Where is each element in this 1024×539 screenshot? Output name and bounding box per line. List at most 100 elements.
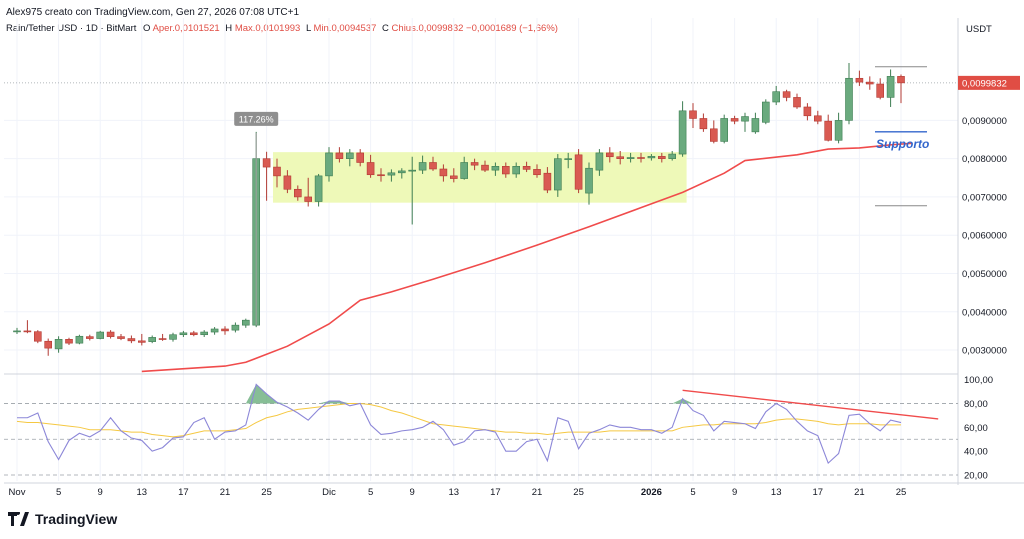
candle-body	[803, 106, 812, 117]
candle-body	[699, 118, 708, 130]
candle-body	[65, 339, 73, 344]
candle-body	[585, 167, 593, 194]
time-tick-label: 25	[573, 487, 584, 498]
tradingview-logo: TradingView	[8, 511, 117, 527]
open-label: O	[143, 23, 151, 34]
candle-body	[855, 77, 864, 83]
candle-body	[158, 338, 167, 340]
candle-body	[449, 175, 458, 179]
time-tick-label: 13	[449, 487, 460, 498]
candle-body	[148, 337, 156, 342]
candle-body	[210, 328, 219, 333]
candle-body	[273, 166, 281, 177]
time-tick-label: 21	[854, 487, 865, 498]
candle-body	[886, 76, 895, 98]
candle-body	[668, 153, 677, 159]
candle-body	[574, 154, 583, 190]
candle-body	[865, 81, 874, 85]
candle-body	[793, 97, 801, 108]
tradingview-logo-icon	[8, 512, 29, 526]
candle-body	[221, 328, 229, 332]
candle-body	[689, 110, 697, 119]
price-tick-label: 0,0040000	[962, 307, 1007, 318]
open-value: Aper.0,0101521	[152, 23, 220, 34]
candle-body	[106, 331, 115, 337]
candle-body	[512, 166, 521, 175]
change-value: −0,0001689 (−1,66%)	[466, 23, 558, 34]
time-tick-label: 13	[137, 487, 148, 498]
candle-body	[543, 172, 552, 191]
rsi-line	[17, 383, 902, 465]
candle-body	[190, 332, 198, 336]
last-price-label: 0,0099832	[962, 78, 1007, 89]
high-value: Max.0,0101993	[234, 23, 301, 34]
candle-body	[595, 152, 604, 171]
candle-body	[637, 157, 645, 159]
rsi-tick-label: 80,00	[964, 399, 988, 410]
candle-body	[408, 169, 417, 172]
symbol-ohlc-line: Rain/Tether USD · 1D · BitMart O Aper.0,…	[6, 23, 558, 34]
time-tick-label: 5	[56, 487, 61, 498]
candle-body	[169, 334, 177, 340]
candle-body	[179, 332, 188, 336]
support-label: Supporto	[876, 137, 929, 151]
candle-body	[138, 340, 146, 343]
candle-body	[616, 156, 625, 159]
low-label: L	[305, 23, 311, 34]
moving-average-line	[141, 142, 912, 373]
rsi-divergence-line	[682, 389, 939, 420]
candle-body	[564, 158, 573, 160]
price-tick-label: 0,0060000	[962, 231, 1007, 242]
candle-body	[96, 331, 104, 339]
time-tick-label: 9	[98, 487, 103, 498]
rsi-tick-label: 40,00	[964, 447, 988, 458]
candle-body	[13, 330, 21, 333]
candle-body	[23, 330, 32, 333]
time-tick-label: 9	[410, 487, 415, 498]
close-value: Chius.0,0099832	[391, 23, 464, 34]
rsi-tick-label: 20,00	[964, 471, 988, 482]
candle-body	[730, 118, 739, 122]
candle-body	[481, 164, 489, 171]
high-label: H	[225, 23, 233, 34]
candle-body	[761, 101, 770, 123]
time-tick-label: Nov	[9, 487, 26, 498]
candle-body	[33, 331, 42, 342]
time-tick-label: 21	[532, 487, 543, 498]
candle-body	[304, 196, 313, 202]
chart-attribution: Alex975 creato con TradingView.com, Gen …	[6, 7, 300, 18]
last-price-badge	[958, 75, 1020, 90]
candle-body	[387, 172, 396, 176]
candle-body	[470, 162, 479, 166]
rsi-overbought-fill	[318, 401, 371, 404]
percent-change-badge	[234, 111, 279, 126]
candle-body	[75, 335, 84, 344]
rsi-overbought-fill	[661, 398, 704, 404]
time-tick-label: 25	[896, 487, 907, 498]
candle-body	[335, 152, 344, 159]
time-tick-label: 17	[813, 487, 824, 498]
candle-body	[293, 188, 302, 198]
time-tick-label: 5	[368, 487, 373, 498]
time-tick-label: 5	[690, 487, 695, 498]
candle-body	[366, 162, 375, 176]
candle-body	[553, 158, 562, 191]
candle-body	[813, 115, 822, 122]
candle-body	[200, 331, 208, 336]
low-value: Min.0,0094537	[313, 23, 377, 34]
candle-body	[834, 120, 843, 141]
symbol-line: Rain/Tether USD · 1D · BitMart	[6, 23, 137, 34]
candle-body	[647, 156, 656, 159]
percent-change-label: 117.26%	[239, 114, 274, 124]
price-tick-label: 0,0050000	[962, 269, 1007, 280]
candle-body	[751, 118, 760, 133]
candle-body	[741, 116, 749, 122]
candle-body	[356, 152, 365, 163]
time-tick-label: Dic	[322, 487, 336, 498]
candle-body	[605, 152, 614, 158]
candle-body	[377, 174, 385, 177]
currency-label: USDT	[966, 24, 992, 35]
candle-body	[418, 162, 427, 171]
time-tick-label: 21	[220, 487, 231, 498]
